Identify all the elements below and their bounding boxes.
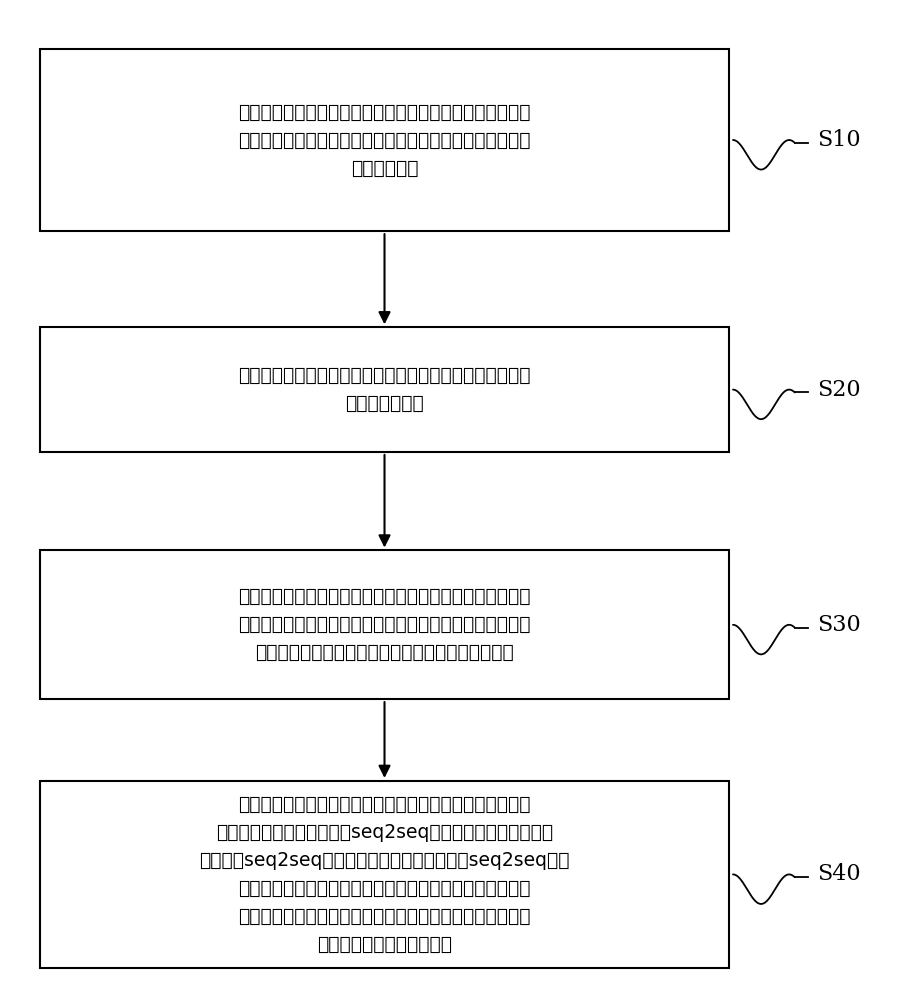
Text: S40: S40 — [817, 863, 860, 885]
FancyBboxPatch shape — [40, 781, 729, 968]
Text: S30: S30 — [817, 614, 860, 636]
Text: 基于预设韵律结构对所述训练数据进行分词，生成多个具有
词结构的关键词: 基于预设韵律结构对所述训练数据进行分词，生成多个具有 词结构的关键词 — [238, 366, 531, 413]
Text: 生成与各所述关键词一一对应的系统关键词，并基于关键词
组合特征对所述关键词和所述系统关键词进行组合，生成位
置结构各不相同的且包含文本情感的多组关键词组合: 生成与各所述关键词一一对应的系统关键词，并基于关键词 组合特征对所述关键词和所述… — [238, 587, 531, 662]
Text: S10: S10 — [817, 129, 860, 151]
FancyBboxPatch shape — [40, 550, 729, 699]
FancyBboxPatch shape — [40, 49, 729, 231]
Text: 获取包含对联数据以及与所述对联数据关联的编码信息的训
练数据；所述编码信息根据所述对联数据的预设词数量进行
编码之后生成: 获取包含对联数据以及与所述对联数据关联的编码信息的训 练数据；所述编码信息根据所… — [238, 103, 531, 178]
FancyBboxPatch shape — [40, 327, 729, 452]
Text: S20: S20 — [817, 379, 860, 401]
Text: 将每一组所述关键词组合转换成一组组合序列样本，将所有
的所述组合序列样本输入至seq2seq模型后，依据所述编码信
息对所述seq2seq模型进行训练，得到基于: 将每一组所述关键词组合转换成一组组合序列样本，将所有 的所述组合序列样本输入至s… — [199, 795, 570, 954]
